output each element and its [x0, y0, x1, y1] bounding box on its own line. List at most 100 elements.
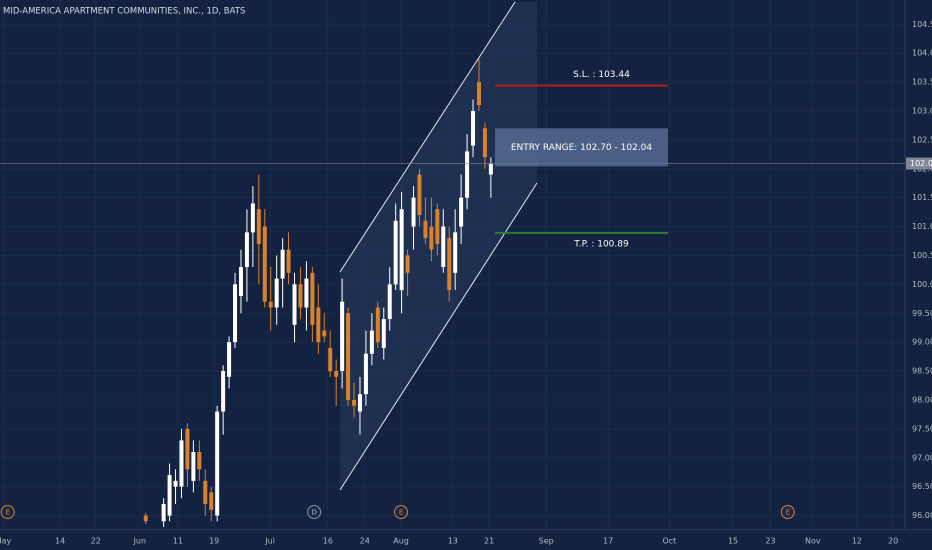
candle-body	[340, 301, 345, 372]
channel-fill	[340, 2, 537, 490]
level-label: S.L. : 103.44	[573, 70, 630, 80]
candle-body	[256, 209, 261, 244]
y-tick-label: 98.50	[912, 367, 932, 376]
x-tick-label: 17	[603, 537, 613, 546]
candle-body	[280, 249, 285, 279]
axes: 96.00 96.50 97.00 97.50 98.00 98.50 99.00 99.50…	[0, 20, 932, 546]
event-label: D	[311, 509, 316, 517]
x-tick-label: Nov	[805, 537, 821, 546]
candle-body	[167, 475, 172, 516]
y-tick-label: 101.50	[912, 193, 932, 202]
candle-body	[274, 278, 279, 308]
candle-body	[411, 197, 416, 227]
candle-body	[250, 203, 255, 233]
x-tick-label: Jun	[133, 537, 147, 546]
price-axis	[905, 0, 932, 550]
candle-body	[244, 232, 249, 268]
candle-body	[476, 82, 481, 106]
x-tick-label: 11	[173, 537, 183, 546]
candle-body	[286, 249, 291, 273]
candle-body	[393, 220, 398, 285]
y-tick-label: 97.50	[912, 424, 932, 433]
y-tick-label: 104.50	[912, 20, 932, 29]
x-tick-label: Oct	[662, 537, 676, 546]
candle-body	[441, 226, 446, 268]
last-price-badge	[906, 157, 932, 170]
y-tick-label: 103.00	[912, 106, 932, 115]
candle-body	[417, 174, 422, 216]
y-tick-label: 104.00	[912, 49, 932, 58]
y-tick-label: 102.50	[912, 135, 932, 144]
y-tick-label: 97.00	[912, 453, 932, 462]
candle-body	[381, 319, 386, 348]
candle-body	[238, 267, 243, 296]
candle-body	[161, 503, 166, 522]
x-tick-label: 12	[852, 537, 862, 546]
candle-body	[268, 301, 273, 308]
y-tick-label: 98.00	[912, 395, 932, 404]
candle-body	[447, 238, 452, 291]
candle-body	[399, 209, 404, 291]
candle-body	[262, 226, 267, 302]
candle-body	[310, 272, 315, 325]
candle-body	[292, 284, 297, 325]
candle-body	[173, 480, 178, 487]
candle-body	[322, 330, 327, 337]
x-tick-label: 24	[360, 537, 370, 546]
y-tick-label: 96.50	[912, 482, 932, 491]
chart-title: MID-AMERICA APARTMENT COMMUNITIES, INC.,…	[3, 7, 245, 17]
candle-body	[298, 284, 303, 308]
candle-body	[405, 255, 410, 273]
x-tick-label: Jul	[264, 537, 275, 546]
candle-body	[191, 451, 196, 481]
candle-body	[334, 371, 339, 377]
candle-body	[203, 480, 208, 504]
candle-body	[221, 371, 226, 412]
candle-body	[304, 278, 309, 308]
event-icon	[394, 505, 409, 519]
candle-body	[387, 284, 392, 320]
y-tick-label: 99.50	[912, 309, 932, 318]
event-label: E	[399, 509, 403, 517]
y-tick-label: 100.00	[912, 280, 932, 289]
candle-body	[453, 232, 458, 273]
plot: ENTRY RANGE: 102.70 - 102.04 S.L. : 103.4…	[0, 58, 905, 528]
candle-body	[352, 399, 357, 406]
y-tick-label: 100.50	[912, 251, 932, 260]
entry-range-label: ENTRY RANGE: 102.70 - 102.04	[511, 143, 653, 153]
x-tick-label: 22	[91, 537, 101, 546]
x-tick-label: 15	[728, 537, 738, 546]
candle-body	[179, 440, 184, 487]
x-tick-label: May	[0, 537, 12, 546]
y-tick-label: 103.50	[912, 78, 932, 87]
event-label: E	[786, 509, 790, 517]
x-tick-label: Aug	[393, 537, 409, 546]
x-tick-label: Sep	[539, 537, 554, 546]
candle-body	[488, 163, 493, 175]
level-label: T.P. : 100.89	[573, 239, 629, 249]
candle-body	[482, 128, 487, 158]
last-price-label: 102.09	[910, 159, 932, 168]
channel-lower	[339, 182, 538, 491]
candle-body	[346, 313, 351, 400]
y-tick-label: 99.00	[912, 338, 932, 347]
x-tick-label: 13	[448, 537, 458, 546]
candle-body	[465, 151, 470, 198]
event-label: E	[6, 509, 10, 517]
entry-range-box	[495, 128, 668, 167]
x-tick-label: 21	[484, 537, 494, 546]
candle-body	[227, 342, 232, 377]
x-tick-label: 19	[209, 537, 219, 546]
candle-body	[143, 515, 148, 522]
candle-body	[369, 330, 374, 354]
candle-body	[197, 451, 202, 470]
y-tick-label: 96.00	[912, 511, 932, 520]
candle-body	[459, 197, 464, 227]
x-tick-label: 20	[888, 537, 898, 546]
x-tick-label: 16	[323, 537, 333, 546]
candle-body	[316, 307, 321, 343]
candle-body	[429, 226, 434, 250]
candle-body	[185, 428, 190, 470]
y-tick-label: 101.00	[912, 222, 932, 231]
